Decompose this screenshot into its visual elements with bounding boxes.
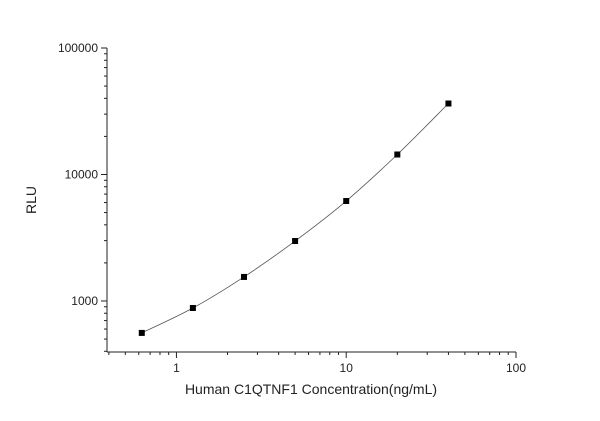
- data-point: [292, 238, 299, 245]
- fit-curve: [141, 103, 449, 334]
- data-point: [189, 304, 196, 311]
- fit-curve-layer: [141, 103, 449, 334]
- data-point: [394, 151, 401, 158]
- x-tick-label: 10: [340, 361, 354, 375]
- y-axis-label: RLU: [23, 186, 39, 214]
- data-point: [343, 198, 350, 205]
- x-tick-label: 1: [173, 361, 180, 375]
- y-tick-label: 100000: [58, 41, 98, 55]
- data-point: [445, 100, 452, 107]
- x-tick-label: 100: [506, 361, 526, 375]
- y-tick-label: 10000: [65, 167, 99, 181]
- data-point: [138, 329, 145, 336]
- axes: 1 10 100 1000 10000 100000: [58, 41, 526, 375]
- data-points: [138, 100, 452, 336]
- data-point: [240, 273, 247, 280]
- y-tick-label: 1000: [71, 294, 98, 308]
- x-axis-label: Human C1QTNF1 Concentration(ng/mL): [185, 381, 437, 397]
